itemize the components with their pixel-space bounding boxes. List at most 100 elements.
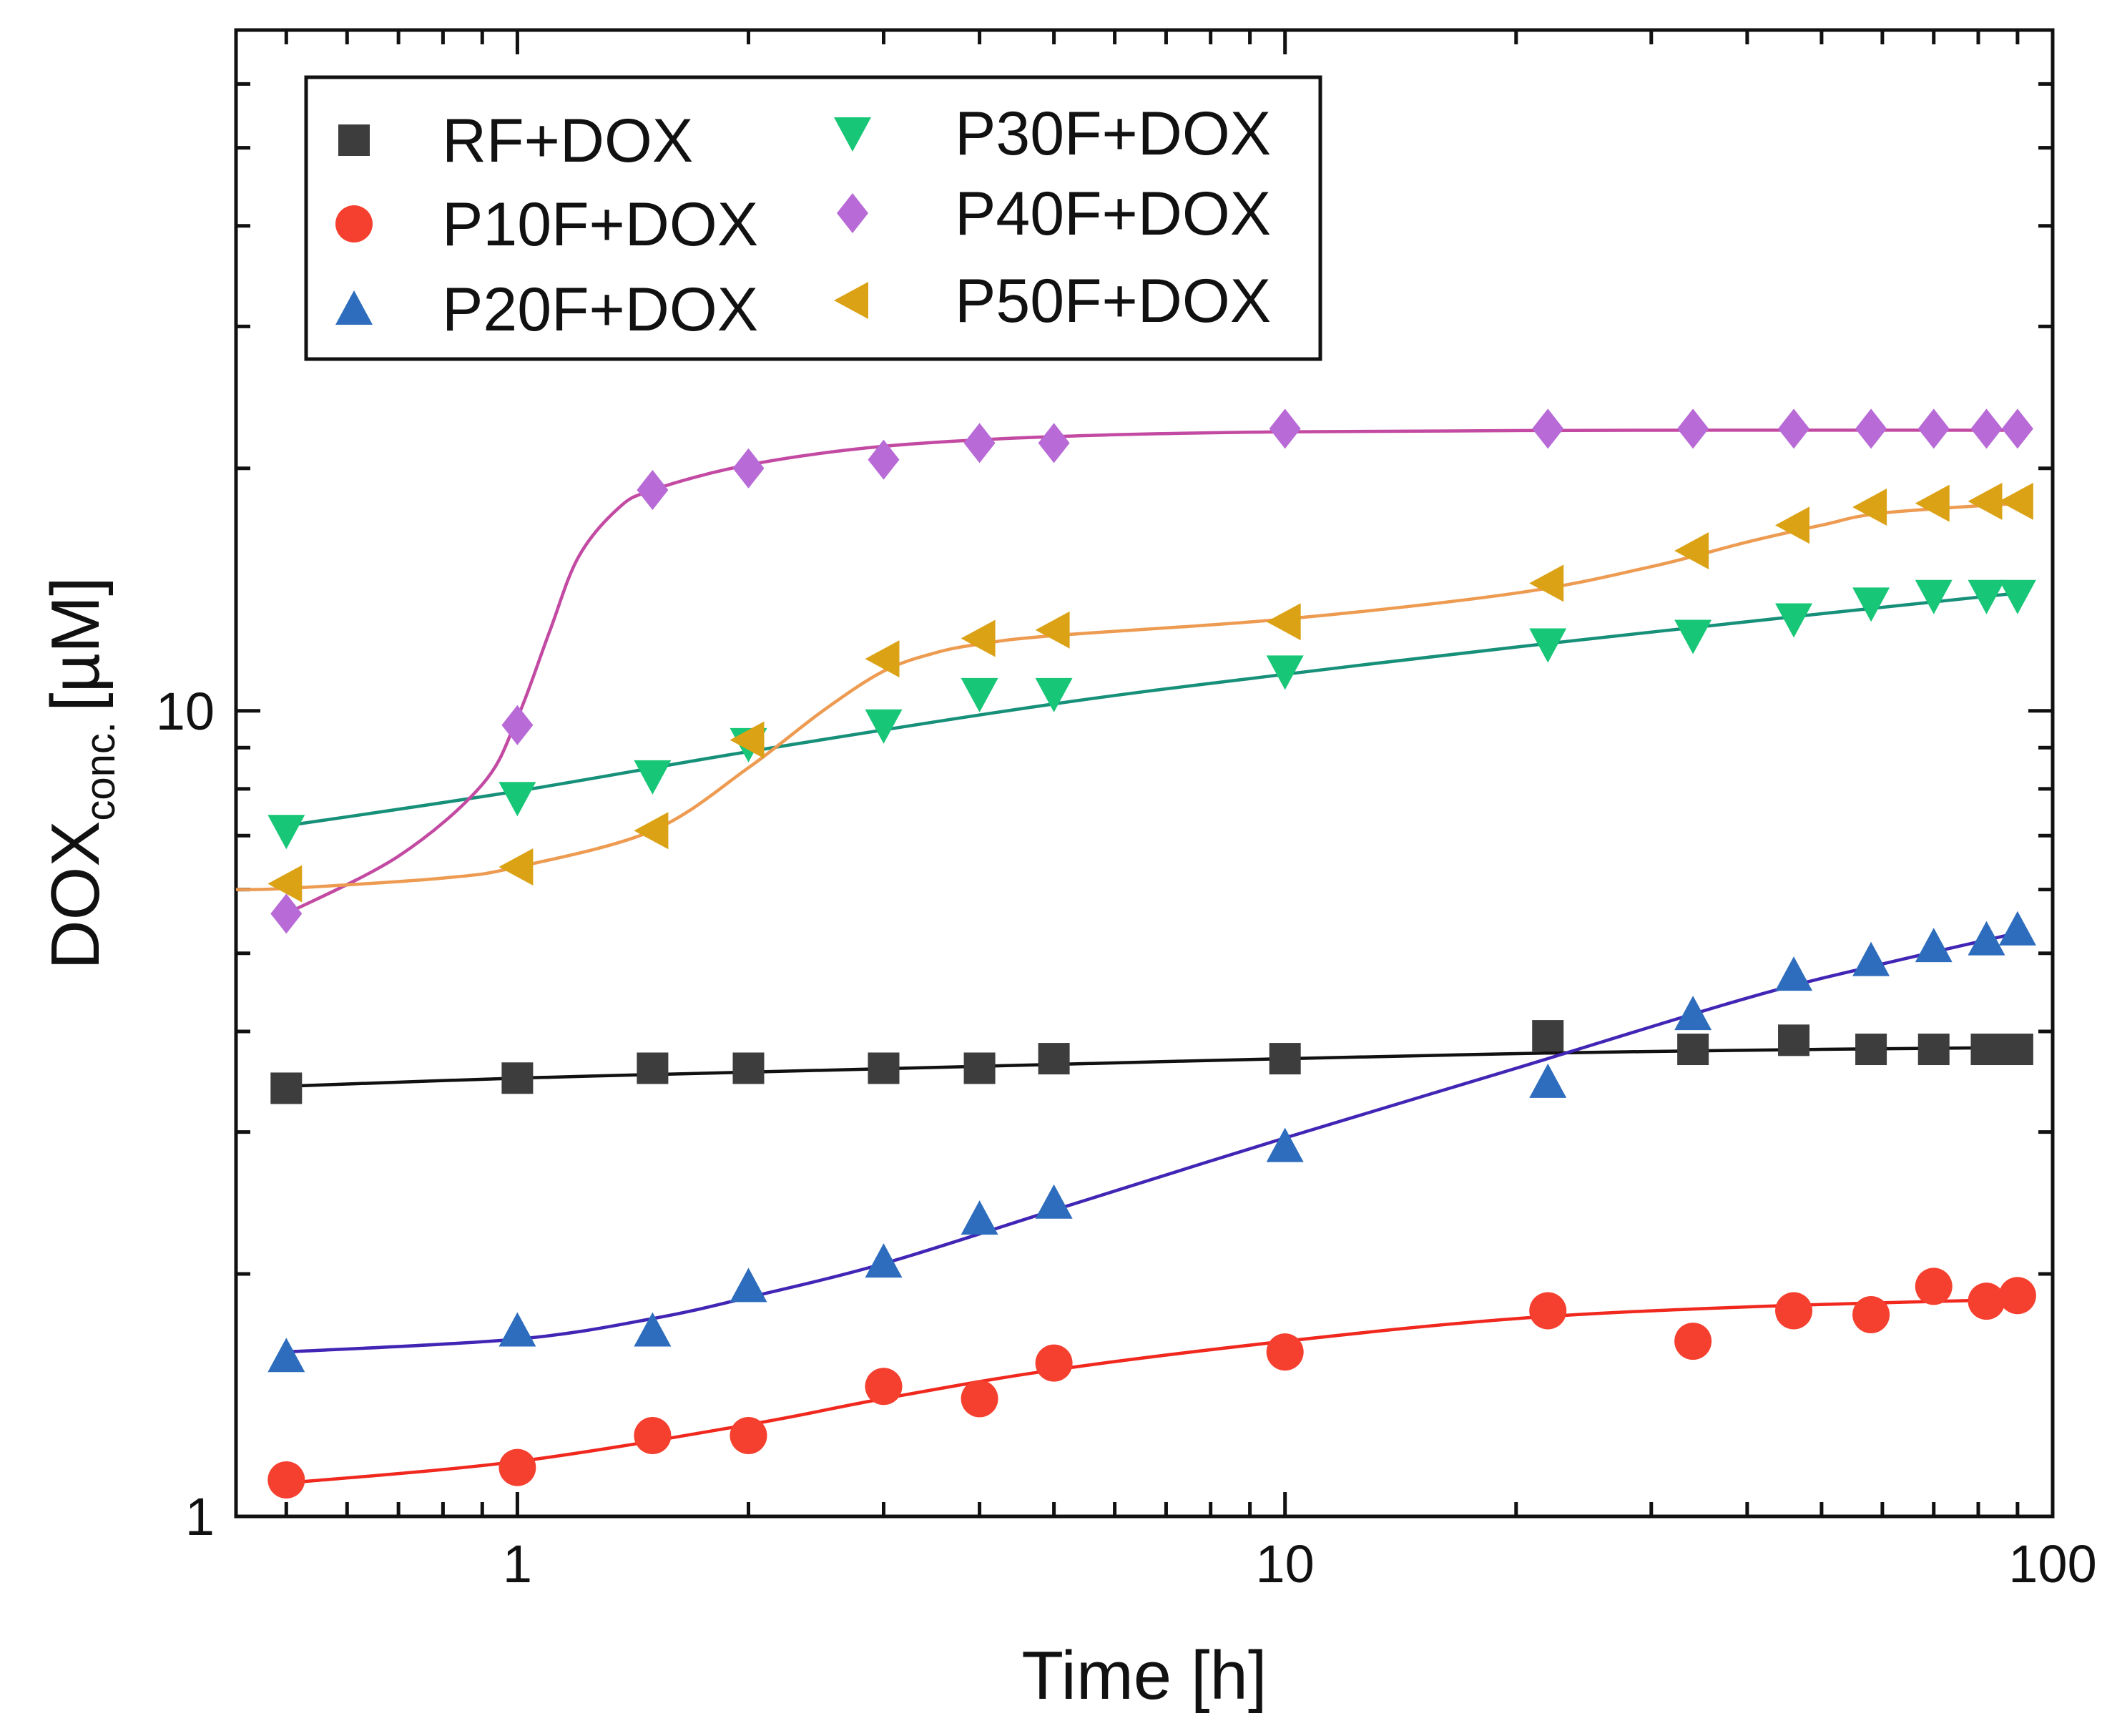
data-point-p30f-dox	[1035, 677, 1073, 712]
legend-box	[304, 75, 1322, 361]
legend-marker-p40f-dox	[837, 193, 868, 233]
data-point-rf-dox	[1269, 1043, 1301, 1075]
data-point-p40f-dox	[732, 448, 765, 489]
legend-label: P10F+DOX	[442, 190, 758, 259]
data-point-p10f-dox	[1852, 1295, 1890, 1333]
data-point-p50f-dox	[1266, 603, 1301, 641]
data-point-p20f-dox	[1775, 956, 1813, 991]
fit-line-p10f-dox	[286, 1298, 2018, 1485]
legend-label: RF+DOX	[442, 107, 693, 175]
data-point-p30f-dox	[1266, 655, 1304, 690]
plot-frame	[234, 28, 2055, 1519]
data-point-p30f-dox	[865, 709, 903, 744]
data-point-p20f-dox	[1915, 928, 1953, 963]
legend-label: P40F+DOX	[955, 180, 1271, 248]
legend-label: P20F+DOX	[442, 275, 758, 344]
data-point-p40f-dox	[501, 705, 534, 745]
data-point-p50f-dox	[1529, 564, 1564, 602]
data-point-p40f-dox	[1532, 408, 1564, 449]
data-point-p20f-dox	[1529, 1063, 1567, 1098]
data-point-rf-dox	[868, 1052, 900, 1084]
svg-text:DOXconc.[µM]: DOXconc. [µM]	[37, 577, 124, 969]
data-point-p50f-dox	[961, 619, 996, 657]
data-point-p40f-dox	[2001, 408, 2033, 449]
data-markers	[267, 408, 2036, 1499]
data-point-p10f-dox	[865, 1368, 903, 1406]
data-point-p40f-dox	[1269, 408, 1301, 449]
legend: RF+DOX P10F+DOX P20F+DOX P30F+DOX P40F+DOX P5…	[304, 75, 1322, 361]
legend-entries: RF+DOX P10F+DOX P20F+DOX P30F+DOX P40F+DOX P5…	[335, 99, 1271, 344]
y-axis-title: DOXconc. [µM]	[37, 577, 124, 969]
data-point-p40f-dox	[1038, 423, 1070, 464]
legend-marker-rf-dox	[338, 124, 370, 156]
data-point-rf-dox	[1677, 1034, 1709, 1066]
data-point-p20f-dox	[1674, 996, 1712, 1031]
legend-marker-p20f-dox	[335, 290, 373, 325]
data-point-rf-dox	[270, 1072, 303, 1104]
y-tick-label: 1	[185, 1487, 215, 1546]
x-tick-label: 1	[503, 1534, 532, 1594]
data-point-p50f-dox	[1968, 482, 2003, 520]
data-point-p10f-dox	[499, 1448, 536, 1486]
data-point-p50f-dox	[1998, 482, 2033, 520]
data-point-p50f-dox	[1915, 484, 1950, 522]
data-point-p20f-dox	[1266, 1127, 1304, 1162]
data-point-p50f-dox	[267, 865, 303, 903]
data-point-p40f-dox	[1778, 408, 1810, 449]
data-point-p50f-dox	[1674, 532, 1709, 570]
data-point-rf-dox	[1917, 1034, 1950, 1066]
data-point-p20f-dox	[267, 1338, 305, 1373]
data-point-p30f-dox	[1915, 579, 1953, 614]
legend-marker-p10f-dox	[335, 205, 373, 242]
data-point-p20f-dox	[634, 1312, 672, 1347]
legend-label: P30F+DOX	[955, 99, 1271, 168]
data-point-p20f-dox	[865, 1243, 903, 1278]
x-tick-label: 100	[2008, 1534, 2096, 1594]
fit-line-p30f-dox	[285, 591, 2018, 828]
data-point-p40f-dox	[1855, 408, 1887, 449]
axis-ticks	[236, 28, 2055, 1519]
data-point-p50f-dox	[1852, 489, 1887, 526]
data-point-rf-dox	[2001, 1034, 2033, 1066]
data-point-p30f-dox	[1674, 619, 1712, 654]
data-point-p10f-dox	[730, 1416, 767, 1454]
legend-label: P50F+DOX	[955, 267, 1271, 335]
data-point-p30f-dox	[634, 760, 672, 795]
x-tick-label: 10	[1256, 1534, 1315, 1594]
data-point-p50f-dox	[730, 721, 765, 759]
y-axis-title-main: DOX	[37, 821, 114, 970]
data-point-rf-dox	[1855, 1034, 1887, 1066]
data-point-p20f-dox	[1998, 911, 2036, 946]
data-point-p40f-dox	[1677, 408, 1709, 449]
data-point-p20f-dox	[1968, 921, 2005, 956]
y-axis-title-subscript: conc.	[77, 722, 124, 821]
data-point-p40f-dox	[637, 470, 669, 511]
data-point-p10f-dox	[634, 1416, 672, 1454]
data-point-p10f-dox	[1266, 1333, 1304, 1371]
data-point-p30f-dox	[499, 782, 536, 817]
data-point-p20f-dox	[499, 1312, 536, 1347]
y-tick-label: 10	[156, 682, 215, 741]
data-point-p10f-dox	[1775, 1292, 1813, 1330]
data-point-rf-dox	[1038, 1043, 1070, 1075]
data-point-p40f-dox	[1917, 408, 1950, 449]
fit-line-p20f-dox	[286, 931, 2018, 1354]
data-point-rf-dox	[1970, 1034, 2003, 1066]
data-point-rf-dox	[1778, 1024, 1810, 1056]
data-point-p10f-dox	[1998, 1277, 2036, 1315]
data-point-rf-dox	[637, 1052, 669, 1084]
data-point-p40f-dox	[868, 439, 900, 480]
data-point-p10f-dox	[961, 1380, 998, 1418]
data-point-p10f-dox	[267, 1461, 305, 1499]
data-point-p40f-dox	[270, 893, 303, 934]
data-point-p10f-dox	[1529, 1292, 1567, 1330]
data-point-p10f-dox	[1674, 1323, 1712, 1360]
data-point-p50f-dox	[634, 812, 669, 850]
data-point-p50f-dox	[1775, 506, 1810, 544]
data-point-p30f-dox	[1852, 587, 1890, 622]
data-point-p30f-dox	[1998, 579, 2036, 614]
data-point-p10f-dox	[1035, 1344, 1073, 1382]
data-point-p30f-dox	[1529, 628, 1567, 663]
data-point-p50f-dox	[499, 848, 534, 886]
